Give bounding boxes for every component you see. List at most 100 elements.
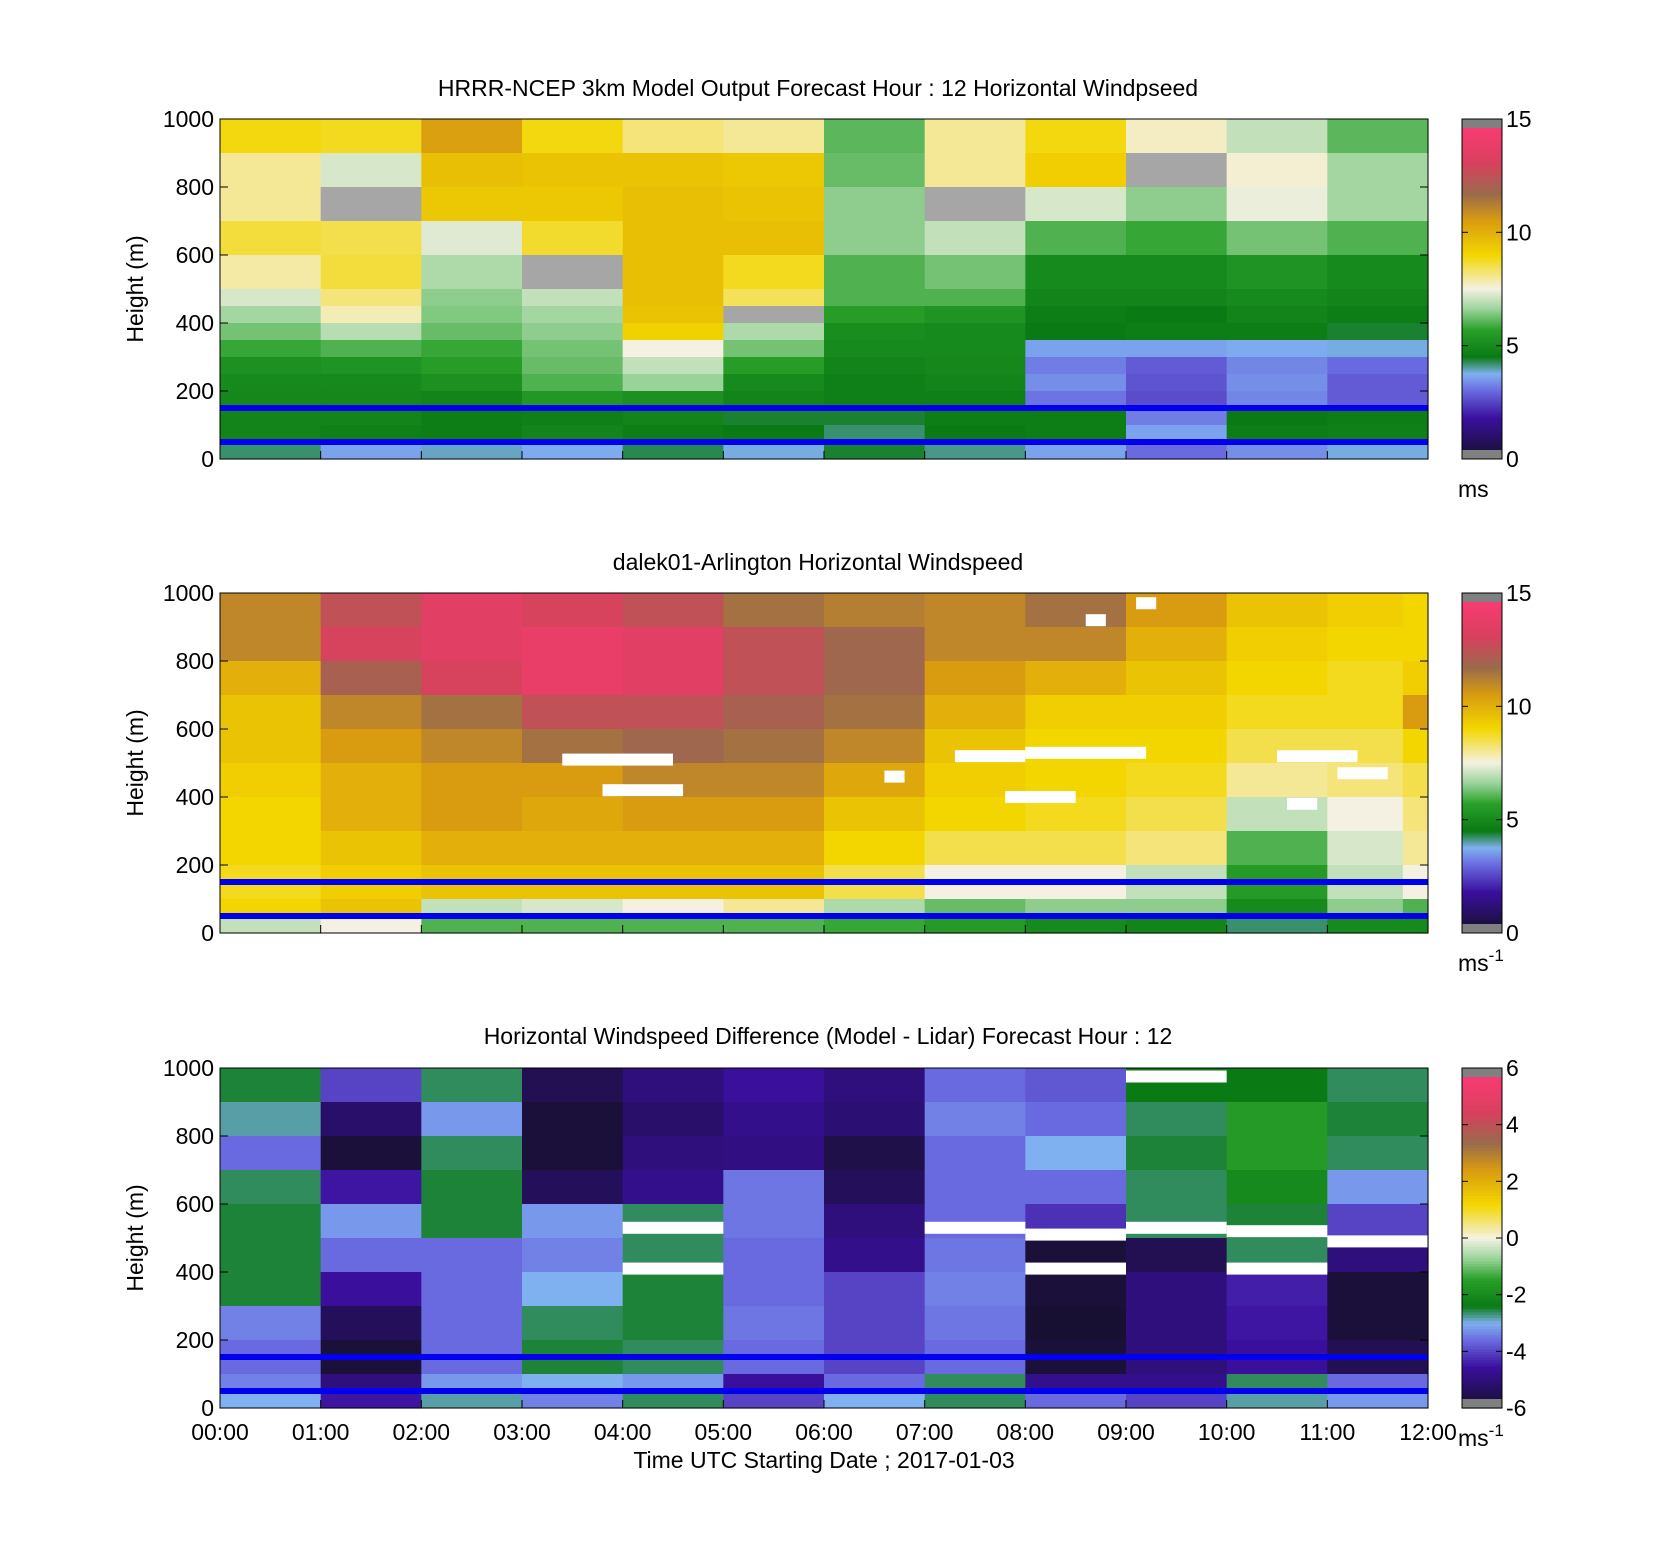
x-tick-label: 06:00	[795, 1419, 853, 1445]
colorbar-step	[1462, 1161, 1502, 1165]
heat-cell	[1126, 323, 1228, 341]
heat-cell	[622, 119, 724, 154]
heat-cell	[622, 1272, 724, 1307]
heat-cell	[320, 1391, 422, 1409]
heat-cell	[824, 289, 926, 307]
heat-cell	[1226, 408, 1328, 426]
heat-cell	[220, 187, 322, 222]
heat-cell	[220, 425, 322, 443]
heat-cell	[220, 661, 322, 696]
colorbar-step	[1462, 1260, 1502, 1265]
panel-difference-reference-lines	[220, 1354, 1428, 1394]
heat-cell	[924, 340, 1026, 358]
heat-cell	[1327, 1068, 1429, 1103]
heat-cell	[824, 916, 926, 934]
heat-cell	[1025, 593, 1127, 628]
colorbar-tick-label: 15	[1506, 106, 1532, 132]
panel-difference-xlabel: Time UTC Starting Date ; 2017-01-03	[633, 1447, 1014, 1473]
panel-model-ticks: 0 200 400 600 800 1000	[163, 106, 1429, 472]
heat-cell	[421, 1374, 523, 1392]
heat-cell	[723, 661, 825, 696]
colorbar-step	[1462, 1263, 1502, 1267]
heat-cell	[220, 340, 322, 358]
heat-cell	[1327, 1170, 1429, 1205]
colorbar-step	[1462, 1195, 1502, 1199]
heat-cell	[320, 221, 422, 256]
heat-cell	[421, 357, 523, 375]
heat-cell	[1402, 916, 1429, 934]
colorbar-step	[1462, 1351, 1502, 1355]
colorbar-frame	[1461, 592, 1503, 934]
panel-lidar-ticks: 0 200 400 600 800 1000	[163, 580, 1429, 946]
heat-cell	[1126, 255, 1228, 290]
colorbar-step	[1462, 1184, 1502, 1188]
heat-cell	[824, 1374, 926, 1392]
y-tick-label: 0	[201, 446, 214, 472]
panel-lidar: dalek01-Arlington Horizontal Windspeed 0…	[122, 549, 1532, 976]
heat-cell	[1025, 1068, 1127, 1103]
colorbar-step	[1462, 1354, 1502, 1358]
colorbar-step	[1462, 1303, 1502, 1307]
heat-cell	[1402, 899, 1429, 917]
heat-cell	[220, 408, 322, 426]
y-tick-label: 1000	[163, 580, 214, 606]
heat-cell	[1327, 695, 1404, 730]
colorbar-step	[1462, 1175, 1502, 1180]
panel-lidar-colorbar: 0 5 10 15 ms-1	[1458, 580, 1532, 976]
heat-cell	[1126, 221, 1228, 256]
heat-cell	[622, 916, 724, 934]
heat-cell	[824, 899, 926, 917]
y-tick-label: 800	[176, 648, 214, 674]
heat-cell	[320, 323, 422, 341]
colorbar-step	[1462, 1076, 1502, 1080]
heat-cell	[522, 1272, 624, 1307]
heat-cell	[320, 661, 422, 696]
heat-cell	[723, 255, 825, 290]
heat-cell	[1327, 1391, 1429, 1409]
heat-cell	[522, 899, 624, 917]
heat-cell	[1126, 797, 1228, 832]
colorbar-step	[1462, 1348, 1502, 1352]
heat-cell	[924, 408, 1026, 426]
heat-cell	[824, 1204, 926, 1239]
colorbar-step	[1462, 1359, 1502, 1364]
heat-cell	[824, 119, 926, 154]
heat-cell	[723, 1136, 825, 1171]
heat-cell	[824, 187, 926, 222]
heat-cell	[723, 306, 825, 324]
heat-cell	[824, 374, 926, 392]
heat-cell	[1126, 831, 1228, 866]
heat-cell	[723, 1272, 825, 1307]
heat-cell	[220, 797, 322, 832]
heat-cell	[924, 695, 1026, 730]
heat-cell	[1126, 1374, 1228, 1392]
colorbar-step	[1462, 1218, 1502, 1222]
colorbar-step	[1462, 1374, 1502, 1378]
colorbar-step	[1462, 1096, 1502, 1100]
panel-lidar-missing	[562, 597, 1388, 810]
missing-data-gap	[1327, 1235, 1428, 1248]
heat-cell	[1126, 442, 1228, 460]
colorbar-step	[1462, 1393, 1502, 1398]
heat-cell	[320, 797, 422, 832]
colorbar-step	[1462, 1187, 1502, 1191]
heat-cell	[421, 1102, 523, 1137]
heat-cell	[1126, 357, 1228, 375]
heat-cell	[220, 1102, 322, 1137]
heat-cell	[1025, 1272, 1127, 1307]
heat-cell	[824, 442, 926, 460]
heat-cell	[824, 797, 926, 832]
heat-cell	[1226, 425, 1328, 443]
heat-cell	[1025, 306, 1127, 324]
heat-cell	[1025, 357, 1127, 375]
colorbar-step	[1462, 1079, 1502, 1083]
heat-cell	[522, 797, 624, 832]
colorbar-step	[1462, 1340, 1502, 1344]
heat-cell	[421, 391, 523, 409]
heat-cell	[723, 408, 825, 426]
colorbar-step	[1462, 1334, 1502, 1338]
heat-cell	[723, 763, 825, 798]
colorbar-cap-top	[1462, 119, 1502, 128]
colorbar-step	[1462, 1308, 1502, 1313]
